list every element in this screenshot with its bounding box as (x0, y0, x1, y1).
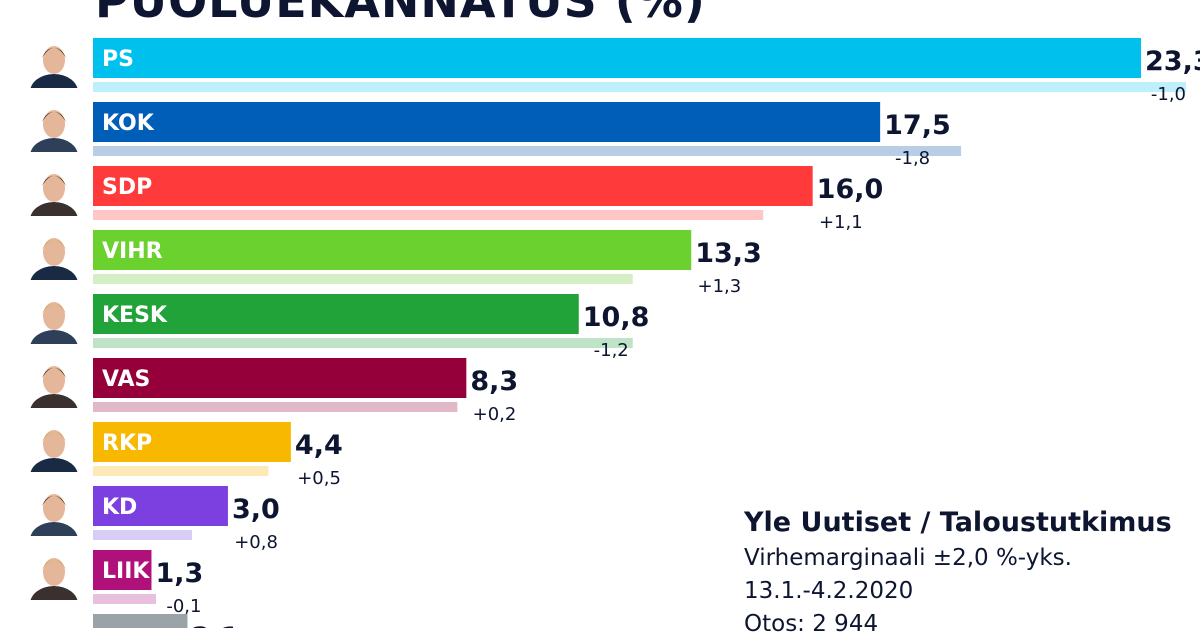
bar-label-sdp: SDP (102, 175, 152, 200)
change-label-vas: +0,2 (473, 404, 517, 425)
bar-other (93, 614, 188, 628)
change-label-ps: -1,0 (1151, 84, 1186, 105)
bar-label-ps: PS (102, 47, 134, 72)
prev-bar-liik (93, 594, 156, 604)
source-title: Yle Uutiset / Taloustutkimus (744, 507, 1172, 538)
value-label-other: 2,1 (191, 622, 239, 628)
avatar-kesk (30, 302, 78, 344)
value-label-kd: 3,0 (232, 494, 280, 525)
value-label-liik: 1,3 (155, 558, 203, 589)
value-label-vas: 8,3 (470, 366, 518, 397)
avatar-rkp (30, 430, 78, 472)
value-label-ps: 23,3 (1145, 46, 1200, 77)
avatar-kok (30, 110, 78, 152)
change-label-kok: -1,8 (895, 148, 930, 169)
bar-sdp (93, 166, 813, 206)
value-label-kesk: 10,8 (583, 302, 650, 333)
avatar-kd (30, 494, 78, 536)
value-label-vihr: 13,3 (695, 238, 762, 269)
prev-bar-rkp (93, 466, 269, 476)
bar-label-vas: VAS (102, 367, 150, 392)
bar-vihr (93, 230, 692, 270)
bar-rkp (93, 422, 291, 462)
change-label-liik: -0,1 (166, 596, 201, 617)
prev-bar-sdp (93, 210, 764, 220)
prev-bar-vas (93, 402, 458, 412)
avatar-liik (30, 558, 78, 600)
sample-size: Otos: 2 944 (744, 611, 879, 637)
bar-label-vihr: VIHR (102, 239, 163, 264)
bar-kd (93, 486, 228, 526)
margin-of-error: Virhemarginaali ±2,0 %-yks. (744, 545, 1072, 571)
avatar-ps (30, 46, 78, 88)
prev-bar-kok (93, 146, 962, 156)
bar-chart: PS 23,3 -1,0 KOK 17,5 -1,8 SDP 16,0 +1,1 VIHR 13,3… (30, 38, 1200, 628)
avatar-vihr (30, 238, 78, 280)
avatar-vas (30, 366, 78, 408)
value-label-rkp: 4,4 (295, 430, 343, 461)
chart-title: PUOLUEKANNATUS (%) (95, 0, 706, 28)
source-info: Yle Uutiset / Taloustutkimus Virhemargin… (744, 507, 1184, 641)
value-label-sdp: 16,0 (817, 174, 884, 205)
bar-ps (93, 38, 1142, 78)
avatar-sdp (30, 174, 78, 216)
bar-liik (93, 550, 152, 590)
bar-label-kd: KD (102, 495, 137, 520)
bar-label-liik: LIIK (102, 559, 150, 584)
change-label-kesk: -1,2 (594, 340, 629, 361)
bar-label-kok: KOK (102, 111, 155, 136)
prev-bar-ps (93, 82, 1186, 92)
bar-vas (93, 358, 467, 398)
prev-bar-kesk (93, 338, 633, 348)
change-label-sdp: +1,1 (819, 212, 863, 233)
value-label-kok: 17,5 (884, 110, 951, 141)
bar-label-rkp: RKP (102, 431, 152, 456)
bar-kok (93, 102, 881, 142)
survey-period: 13.1.-4.2.2020 (744, 578, 914, 604)
change-label-kd: +0,8 (234, 532, 278, 553)
bar-kesk (93, 294, 579, 334)
change-label-vihr: +1,3 (698, 276, 742, 297)
change-label-rkp: +0,5 (297, 468, 341, 489)
prev-bar-vihr (93, 274, 633, 284)
bar-label-kesk: KESK (102, 303, 168, 328)
prev-bar-kd (93, 530, 192, 540)
